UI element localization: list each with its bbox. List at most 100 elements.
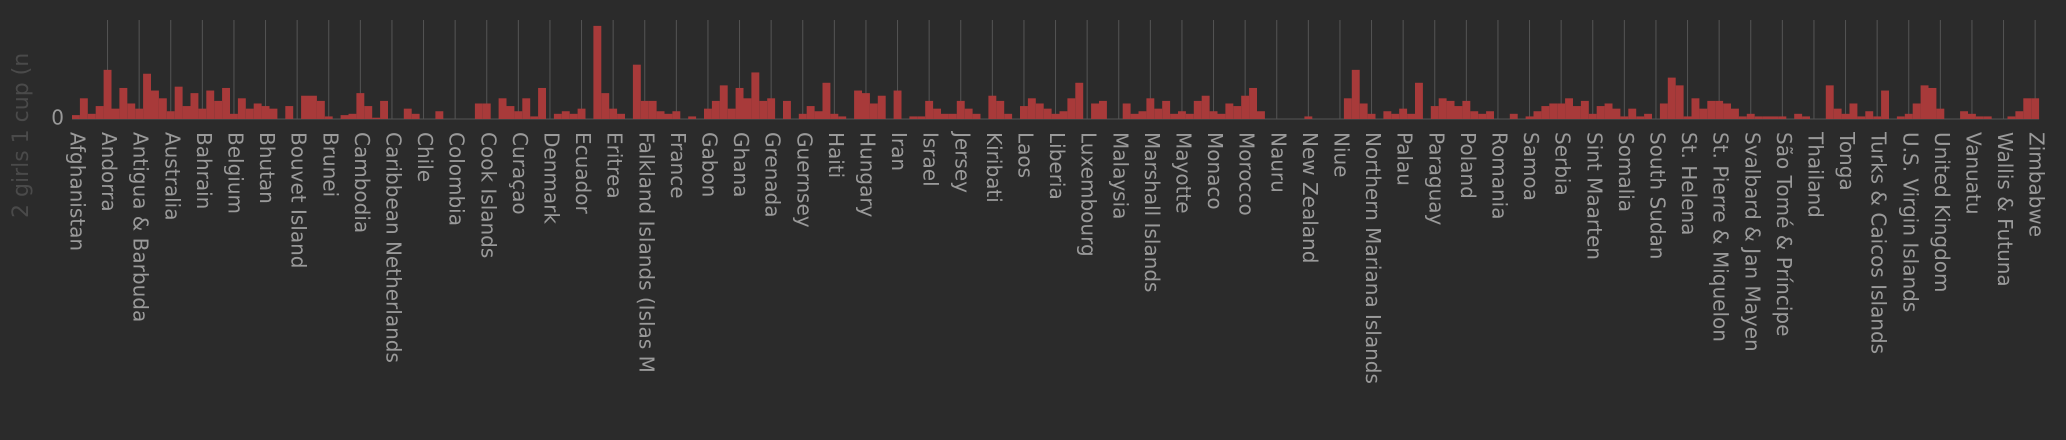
bar	[372, 117, 381, 119]
bar	[1225, 103, 1234, 119]
x-tick-label: Wallis & Futuna	[1993, 132, 2017, 287]
bar	[380, 100, 388, 119]
x-tick-label: Andorra	[97, 132, 121, 212]
bar	[1257, 111, 1265, 119]
x-tick-label: Caribbean Netherlands	[381, 132, 405, 363]
x-tick-label: Grenada	[761, 132, 785, 217]
bar	[1130, 113, 1139, 119]
bar	[1541, 106, 1550, 119]
x-tick-label: Morocco	[1235, 132, 1259, 216]
bar	[1454, 106, 1463, 119]
bar	[783, 100, 791, 119]
x-tick-label: Monaco	[1203, 132, 1227, 210]
bar	[269, 108, 278, 119]
x-tick-label: Nauru	[1266, 132, 1290, 193]
bar	[1802, 116, 1810, 119]
x-tick-label: Laos	[1013, 132, 1037, 178]
bar	[996, 100, 1005, 119]
bar	[111, 108, 120, 119]
bar	[1865, 111, 1874, 119]
bar	[237, 98, 246, 119]
x-tick-label: Palau	[1393, 132, 1417, 186]
bar	[1099, 100, 1107, 119]
x-tick-label: Sint Maarten	[1582, 132, 1606, 260]
bar	[751, 72, 760, 119]
bar	[1620, 116, 1629, 119]
bar	[435, 111, 444, 119]
bar	[1723, 103, 1731, 119]
bar	[324, 116, 333, 119]
x-tick-label: New Zealand	[1298, 132, 1322, 263]
x-tick-label: Somalia	[1614, 132, 1638, 212]
bar	[87, 113, 96, 119]
bar	[822, 82, 831, 119]
bar	[1509, 113, 1518, 119]
bar	[1699, 108, 1708, 119]
x-tick-label: Jersey	[950, 130, 974, 193]
bar	[1185, 113, 1194, 119]
bar	[553, 113, 562, 119]
bar	[95, 106, 104, 119]
bar	[230, 113, 238, 119]
bar	[1762, 116, 1771, 119]
bar	[174, 86, 183, 119]
bar	[340, 115, 349, 119]
x-tick-label: São Tomé & Príncipe	[1772, 132, 1796, 336]
x-tick-label: Australia	[160, 132, 184, 220]
x-tick-label: Cook Islands	[476, 132, 500, 258]
bar	[632, 64, 641, 119]
bar	[1241, 95, 1250, 119]
bar	[522, 98, 531, 119]
bar	[1035, 103, 1044, 119]
bar	[688, 116, 697, 119]
bar	[1778, 116, 1787, 119]
bar	[190, 93, 199, 119]
bar	[348, 113, 357, 119]
x-tick-label: Gabon	[697, 132, 721, 197]
bar	[506, 106, 515, 119]
bar	[1146, 98, 1155, 119]
bar	[893, 90, 902, 119]
bar	[593, 25, 602, 120]
bar	[1936, 108, 1945, 119]
bar	[1715, 100, 1724, 119]
bar	[759, 100, 768, 119]
x-tick-label: Northern Mariana Islands	[1361, 132, 1385, 384]
bar	[1549, 103, 1558, 119]
x-tick-label: United Kingdom	[1930, 132, 1954, 293]
bar	[79, 98, 88, 119]
bar	[640, 100, 649, 119]
x-tick-label: Brunei	[318, 132, 342, 197]
bar	[1415, 82, 1423, 119]
bar	[127, 103, 136, 119]
bar	[1659, 103, 1668, 119]
bar	[877, 95, 886, 119]
bar	[498, 98, 507, 119]
bar	[830, 113, 839, 119]
bar	[1754, 116, 1763, 119]
x-tick-label: Haiti	[824, 132, 848, 178]
bar	[1383, 111, 1392, 119]
x-tick-label: Marshall Islands	[1140, 132, 1164, 292]
x-tick-label: Samoa	[1519, 132, 1543, 201]
y-axis-label: 2 girls 1 cup (n	[9, 53, 34, 218]
bar	[1667, 77, 1676, 119]
x-tick-label: Svalbard & Jan Mayen	[1740, 132, 1764, 352]
bar	[198, 108, 207, 119]
bar	[1770, 116, 1779, 119]
x-tick-label: Vanuatu	[1961, 132, 1985, 215]
bar	[1928, 87, 1937, 119]
bar	[1968, 113, 1976, 119]
bar	[1399, 108, 1408, 119]
x-tick-label: Thailand	[1803, 131, 1827, 218]
bar	[727, 108, 736, 119]
x-tick-label: Luxembourg	[1077, 132, 1101, 257]
bar	[1746, 113, 1755, 119]
bar	[1351, 69, 1360, 119]
bar	[1849, 103, 1858, 119]
bar	[1478, 113, 1487, 119]
bar	[1138, 111, 1147, 119]
x-tick-label: St. Helena	[1677, 132, 1701, 235]
bar	[309, 95, 317, 119]
